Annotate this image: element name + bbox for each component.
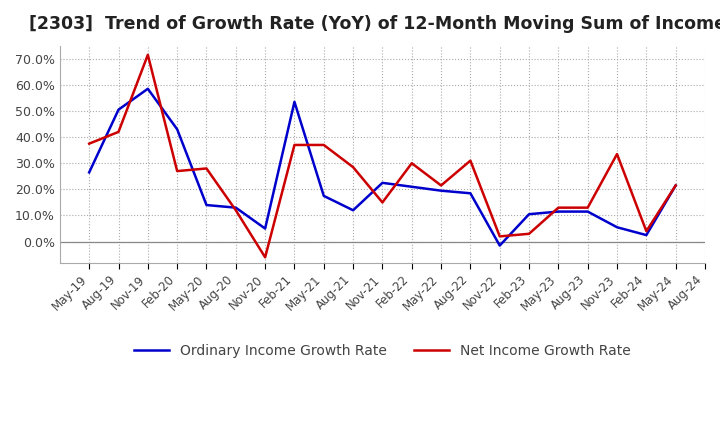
Ordinary Income Growth Rate	[408, 184, 416, 189]
Ordinary Income Growth Rate	[173, 127, 181, 132]
Ordinary Income Growth Rate	[143, 86, 152, 92]
Ordinary Income Growth Rate	[232, 205, 240, 210]
Net Income Growth Rate	[408, 161, 416, 166]
Net Income Growth Rate	[290, 142, 299, 147]
Ordinary Income Growth Rate	[348, 208, 357, 213]
Ordinary Income Growth Rate	[202, 202, 211, 208]
Ordinary Income Growth Rate	[261, 226, 269, 231]
Ordinary Income Growth Rate	[466, 191, 474, 196]
Net Income Growth Rate	[642, 228, 651, 234]
Ordinary Income Growth Rate	[85, 170, 94, 175]
Net Income Growth Rate	[85, 141, 94, 146]
Ordinary Income Growth Rate	[525, 212, 534, 217]
Ordinary Income Growth Rate	[613, 224, 621, 230]
Net Income Growth Rate	[437, 183, 446, 188]
Ordinary Income Growth Rate	[671, 183, 680, 188]
Line: Ordinary Income Growth Rate: Ordinary Income Growth Rate	[89, 89, 675, 246]
Ordinary Income Growth Rate	[642, 232, 651, 238]
Net Income Growth Rate	[583, 205, 592, 210]
Net Income Growth Rate	[525, 231, 534, 236]
Net Income Growth Rate	[114, 129, 123, 135]
Net Income Growth Rate	[261, 255, 269, 260]
Net Income Growth Rate	[378, 200, 387, 205]
Net Income Growth Rate	[202, 166, 211, 171]
Net Income Growth Rate	[466, 158, 474, 163]
Net Income Growth Rate	[173, 169, 181, 174]
Ordinary Income Growth Rate	[437, 188, 446, 193]
Ordinary Income Growth Rate	[583, 209, 592, 214]
Ordinary Income Growth Rate	[290, 99, 299, 104]
Ordinary Income Growth Rate	[320, 193, 328, 198]
Net Income Growth Rate	[348, 165, 357, 170]
Net Income Growth Rate	[320, 142, 328, 147]
Title: [2303]  Trend of Growth Rate (YoY) of 12-Month Moving Sum of Incomes: [2303] Trend of Growth Rate (YoY) of 12-…	[29, 15, 720, 33]
Ordinary Income Growth Rate	[495, 243, 504, 248]
Ordinary Income Growth Rate	[378, 180, 387, 186]
Net Income Growth Rate	[613, 151, 621, 157]
Net Income Growth Rate	[232, 208, 240, 213]
Ordinary Income Growth Rate	[114, 107, 123, 112]
Net Income Growth Rate	[554, 205, 563, 210]
Legend: Ordinary Income Growth Rate, Net Income Growth Rate: Ordinary Income Growth Rate, Net Income …	[128, 339, 636, 364]
Net Income Growth Rate	[495, 234, 504, 239]
Ordinary Income Growth Rate	[554, 209, 563, 214]
Line: Net Income Growth Rate: Net Income Growth Rate	[89, 55, 675, 257]
Net Income Growth Rate	[671, 183, 680, 188]
Net Income Growth Rate	[143, 52, 152, 58]
